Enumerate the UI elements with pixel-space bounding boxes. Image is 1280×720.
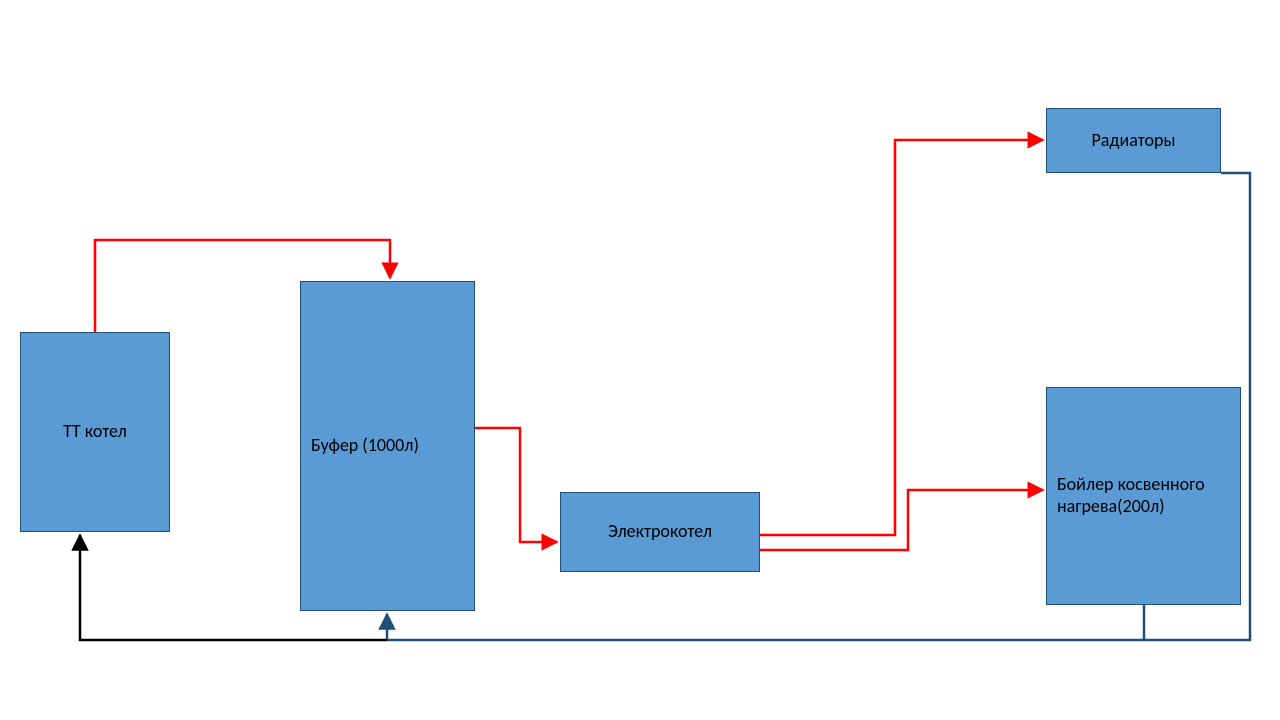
node-tt-boiler-label: ТТ котел xyxy=(63,421,127,443)
node-indirect-heater: Бойлер косвенного нагрева(200л) xyxy=(1046,387,1241,605)
node-radiators: Радиаторы xyxy=(1046,108,1221,173)
node-radiators-label: Радиаторы xyxy=(1092,130,1176,152)
node-tt-boiler: ТТ котел xyxy=(20,332,170,532)
node-buffer: Буфер (1000л) xyxy=(300,281,475,611)
diagram-canvas: ТТ котел Буфер (1000л) Электрокотел Ради… xyxy=(0,0,1280,720)
node-electro-boiler: Электрокотел xyxy=(560,492,760,572)
node-electro-boiler-label: Электрокотел xyxy=(608,521,712,543)
edge-buffer-to-electro xyxy=(475,428,557,542)
node-buffer-label: Буфер (1000л) xyxy=(311,435,419,457)
edge-electro-to-radiators xyxy=(760,140,1043,535)
edge-electro-to-heater xyxy=(760,490,1043,550)
node-indirect-heater-label: Бойлер косвенного нагрева(200л) xyxy=(1057,474,1230,517)
